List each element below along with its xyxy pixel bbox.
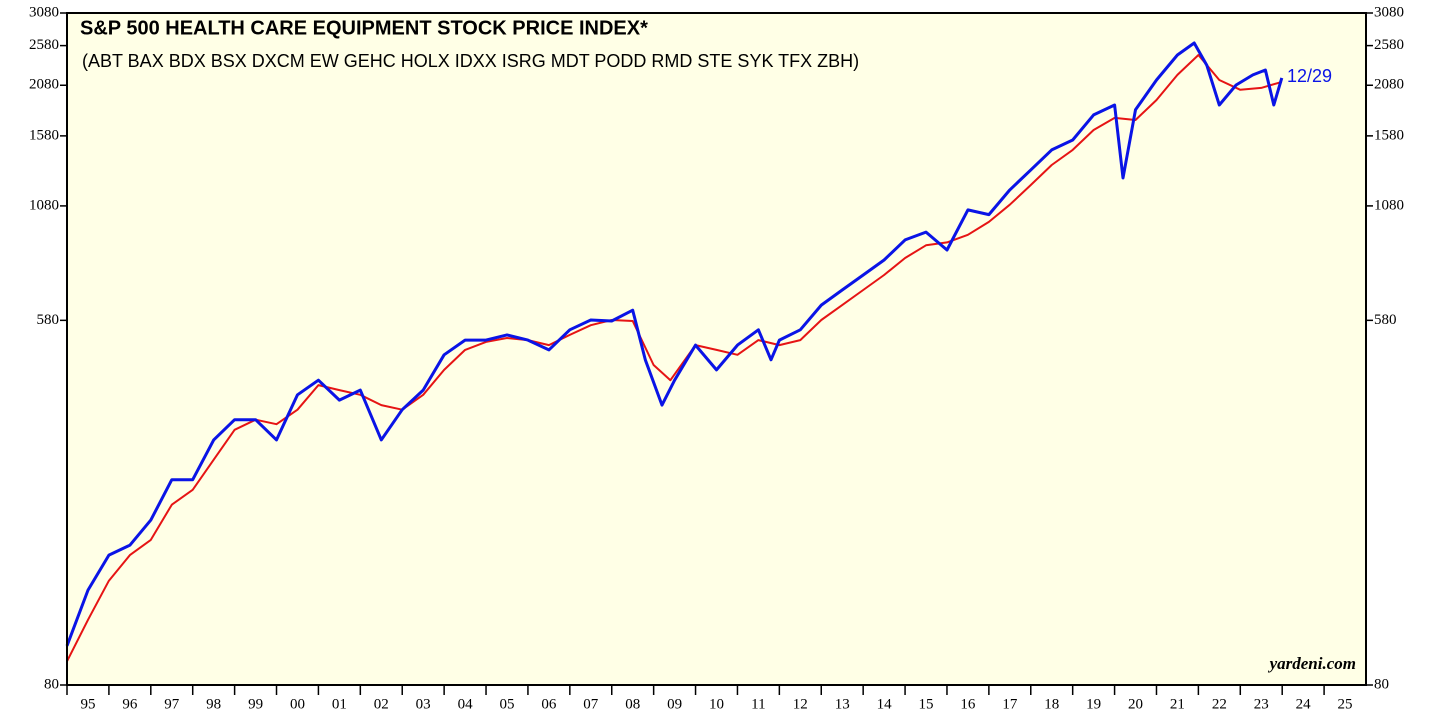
x-tick-label: 98: [206, 696, 221, 712]
x-tick-label: 09: [667, 696, 682, 712]
x-tick-label: 05: [499, 696, 514, 712]
y-tick-label: 580: [37, 312, 60, 328]
x-tick-label: 15: [919, 696, 934, 712]
x-tick-label: 25: [1338, 696, 1353, 712]
x-tick-label: 01: [332, 696, 347, 712]
x-tick-label: 21: [1170, 696, 1185, 712]
series-line: [66, 54, 1283, 662]
series-line: [65, 41, 1284, 647]
x-tick-label: 12: [793, 696, 808, 712]
x-tick-label: 03: [416, 696, 431, 712]
y2-tick-label: 2080: [1374, 77, 1404, 93]
x-tick-label: 19: [1086, 696, 1101, 712]
annotation: 12/29: [1287, 66, 1332, 86]
y2-tick-label: 80: [1374, 676, 1389, 692]
y-tick-label: 1080: [29, 197, 59, 213]
x-tick-label: 14: [877, 696, 893, 712]
y2-tick-label: 2580: [1374, 37, 1404, 53]
x-tick-label: 23: [1254, 696, 1269, 712]
y-tick-label: 2080: [29, 77, 59, 93]
x-tick-label: 22: [1212, 696, 1227, 712]
x-tick-label: 24: [1296, 696, 1312, 712]
x-tick-label: 16: [960, 696, 976, 712]
plot-frame: [66, 12, 1367, 686]
y2-tick-label: 1080: [1374, 197, 1404, 213]
y2-tick-label: 580: [1374, 312, 1397, 328]
chart-title: S&P 500 HEALTH CARE EQUIPMENT STOCK PRIC…: [80, 17, 648, 39]
x-tick-label: 17: [1002, 696, 1018, 712]
x-tick-label: 11: [751, 696, 765, 712]
x-tick-label: 96: [122, 696, 138, 712]
x-tick-label: 95: [80, 696, 95, 712]
y-tick-label: 80: [44, 676, 59, 692]
x-tick-label: 06: [541, 696, 557, 712]
x-tick-label: 10: [709, 696, 724, 712]
y-tick-label: 1580: [29, 127, 59, 143]
y2-tick-label: 1580: [1374, 127, 1404, 143]
x-tick-label: 18: [1044, 696, 1059, 712]
y-tick-label: 3080: [29, 4, 59, 20]
x-tick-label: 99: [248, 696, 263, 712]
x-tick-label: 04: [458, 696, 474, 712]
x-tick-label: 02: [374, 696, 389, 712]
y-tick-label: 2580: [29, 37, 59, 53]
source: yardeni.com: [1268, 654, 1356, 673]
x-tick-label: 97: [164, 696, 180, 712]
x-tick-label: 13: [835, 696, 850, 712]
lines: [65, 41, 1284, 662]
y2-tick-label: 3080: [1374, 4, 1404, 20]
chart-subtitle: (ABT BAX BDX BSX DXCM EW GEHC HOLX IDXX …: [82, 51, 859, 71]
x-tick-label: 08: [625, 696, 640, 712]
x-tick-label: 20: [1128, 696, 1143, 712]
x-tick-label: 00: [290, 696, 305, 712]
x-tick-label: 07: [583, 696, 599, 712]
